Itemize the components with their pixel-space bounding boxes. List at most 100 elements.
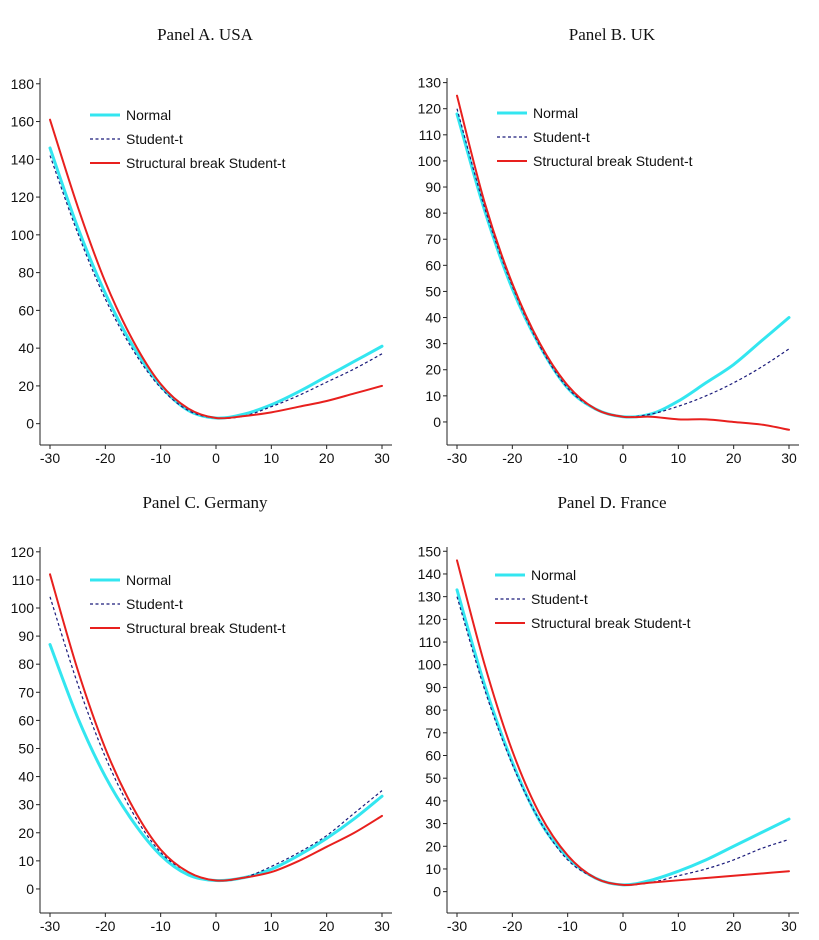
- legend-label: Structural break Student-t: [531, 615, 691, 631]
- series-line-student-t: [456, 596, 790, 886]
- x-tick-label: -10: [151, 918, 171, 934]
- series-line-normal: [48, 146, 384, 420]
- series-line-structural-break-student-t: [456, 94, 790, 431]
- y-tick-label: 0: [433, 414, 441, 430]
- y-tick-label: 120: [11, 544, 35, 560]
- y-tick-label: 0: [433, 884, 441, 900]
- x-tick-label: -30: [40, 450, 60, 466]
- x-tick-label: -20: [95, 450, 115, 466]
- series-line-student-t: [49, 596, 383, 882]
- legend-label: Normal: [126, 572, 171, 588]
- y-tick-label: 70: [425, 231, 441, 247]
- y-tick-label: 30: [425, 816, 441, 832]
- y-tick-label: 90: [425, 179, 441, 195]
- legend: Normal Student-t Structural break Student-…: [495, 567, 691, 631]
- legend-label: Structural break Student-t: [126, 620, 286, 636]
- y-tick-label: 120: [418, 611, 442, 627]
- legend-label: Normal: [126, 107, 171, 123]
- x-tick-label: 30: [374, 918, 390, 934]
- x-tick-label: 10: [264, 918, 280, 934]
- y-tick-label: 50: [425, 283, 441, 299]
- legend-label: Structural break Student-t: [126, 155, 286, 171]
- y-tick-label: 20: [425, 362, 441, 378]
- y-tick-label: 70: [425, 725, 441, 741]
- y-tick-label: 160: [11, 114, 35, 130]
- x-tick-label: 0: [619, 918, 627, 934]
- y-tick-label: 130: [418, 75, 442, 91]
- y-tick-label: 150: [418, 543, 442, 559]
- y-tick-label: 80: [425, 205, 441, 221]
- x-tick-label: 30: [374, 450, 390, 466]
- x-tick-label: -30: [447, 918, 467, 934]
- x-tick-label: 20: [726, 918, 742, 934]
- x-tick-label: -20: [502, 450, 522, 466]
- panel-1: Panel A. USA020406080100120140160180-30-…: [11, 25, 392, 466]
- y-tick-label: 10: [18, 853, 34, 869]
- legend-label: Student-t: [126, 596, 183, 612]
- series-line-structural-break-student-t: [49, 118, 383, 420]
- y-tick-label: 90: [18, 628, 34, 644]
- y-tick-label: 30: [425, 336, 441, 352]
- legend: Normal Student-t Structural break Student-…: [497, 105, 693, 169]
- y-tick-label: 130: [418, 589, 442, 605]
- x-tick-label: 30: [781, 918, 797, 934]
- panel-title: Panel C. Germany: [142, 493, 268, 512]
- series-line-normal: [48, 643, 384, 883]
- y-tick-label: 60: [18, 302, 34, 318]
- x-tick-label: 20: [319, 450, 335, 466]
- y-tick-label: 60: [18, 712, 34, 728]
- legend-label: Normal: [533, 105, 578, 121]
- x-tick-label: -30: [447, 450, 467, 466]
- panel-4: Panel D. France0102030405060708090100110…: [418, 493, 799, 934]
- y-tick-label: 20: [18, 378, 34, 394]
- y-tick-label: 80: [18, 265, 34, 281]
- legend-label: Normal: [531, 567, 576, 583]
- y-tick-label: 70: [18, 684, 34, 700]
- legend-label: Student-t: [531, 591, 588, 607]
- legend-label: Student-t: [533, 129, 590, 145]
- y-tick-label: 0: [26, 881, 34, 897]
- x-tick-label: -20: [95, 918, 115, 934]
- y-tick-label: 50: [18, 740, 34, 756]
- x-tick-label: 0: [619, 450, 627, 466]
- y-tick-label: 80: [425, 702, 441, 718]
- y-tick-label: 90: [425, 679, 441, 695]
- y-tick-label: 110: [419, 634, 442, 650]
- y-tick-label: 110: [12, 572, 35, 588]
- y-tick-label: 20: [425, 838, 441, 854]
- x-tick-label: 10: [671, 918, 687, 934]
- y-tick-label: 120: [11, 189, 35, 205]
- y-tick-label: 10: [425, 861, 441, 877]
- y-tick-label: 40: [18, 340, 34, 356]
- panel-3: Panel C. Germany010203040506070809010011…: [11, 493, 392, 934]
- x-tick-label: -10: [558, 918, 578, 934]
- x-tick-label: 10: [671, 450, 687, 466]
- y-tick-label: 30: [18, 797, 34, 813]
- x-tick-label: -20: [502, 918, 522, 934]
- x-tick-label: -10: [558, 450, 578, 466]
- x-tick-label: 10: [264, 450, 280, 466]
- y-tick-label: 140: [11, 151, 35, 167]
- y-tick-label: 100: [11, 227, 35, 243]
- y-tick-label: 110: [419, 127, 442, 143]
- y-tick-label: 50: [425, 770, 441, 786]
- y-tick-label: 100: [418, 153, 442, 169]
- x-tick-label: 20: [726, 450, 742, 466]
- panel-title: Panel A. USA: [157, 25, 254, 44]
- y-tick-label: 40: [425, 793, 441, 809]
- panel-2: Panel B. UK01020304050607080901001101201…: [418, 25, 799, 466]
- x-tick-label: 30: [781, 450, 797, 466]
- x-tick-label: -10: [151, 450, 171, 466]
- y-tick-label: 120: [418, 101, 442, 117]
- panel-title: Panel D. France: [557, 493, 666, 512]
- legend-label: Structural break Student-t: [533, 153, 693, 169]
- y-tick-label: 60: [425, 748, 441, 764]
- panel-title: Panel B. UK: [569, 25, 656, 44]
- y-tick-label: 40: [18, 769, 34, 785]
- legend: Normal Student-t Structural break Student-…: [90, 107, 286, 171]
- legend: Normal Student-t Structural break Student-…: [90, 572, 286, 636]
- y-tick-label: 60: [425, 257, 441, 273]
- y-tick-label: 0: [26, 416, 34, 432]
- y-tick-label: 100: [11, 600, 35, 616]
